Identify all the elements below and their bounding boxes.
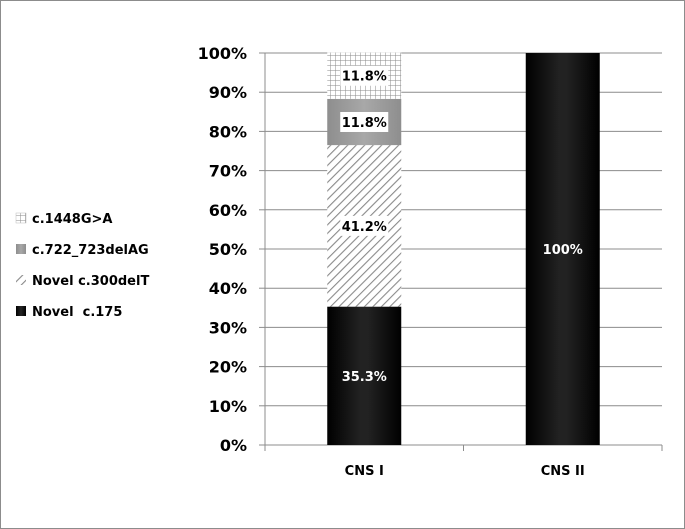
y-tick-label: 10% — [209, 397, 247, 416]
legend-swatch-c-1448g-a — [15, 212, 27, 224]
y-tick-label: 100% — [198, 44, 247, 63]
legend-label-novel-c-300delt: Novel c.300delT — [32, 274, 149, 289]
y-tick-label: 50% — [209, 240, 247, 259]
y-tick-label: 90% — [209, 83, 247, 102]
legend-swatch-c-722-723delag — [16, 244, 26, 254]
legend-swatch-novel-c-300delt — [16, 275, 26, 285]
x-category-label: CNS I — [345, 464, 384, 479]
y-tick-label: 60% — [209, 201, 247, 220]
data-label: 35.3% — [342, 370, 387, 385]
data-label: 41.2% — [342, 220, 387, 235]
data-label: 100% — [543, 243, 583, 258]
legend: c.1448G>A c.722_723delAG Novel c.300delT No… — [15, 212, 149, 320]
bar-novel-c-175-cns-i — [327, 306, 402, 445]
y-tick-label: 80% — [209, 122, 247, 141]
x-axis-categories: CNS I CNS II — [345, 464, 585, 479]
gridlines — [264, 52, 663, 451]
y-tick-label: 30% — [209, 318, 247, 337]
y-tick-label: 0% — [220, 436, 247, 455]
data-labels: 35.3% 41.2% 11.8% 11.8% 100% — [340, 65, 583, 385]
legend-label-c-1448g-a: c.1448G>A — [32, 212, 112, 227]
y-axis-ticks: 0% 10% 20% 30% 40% 50% 60% 70% 80% 90% 100% — [198, 44, 265, 455]
data-label-box — [340, 111, 389, 132]
legend-label-novel-c-175: Novel c.175 — [32, 305, 122, 320]
data-label: 11.8% — [342, 70, 387, 85]
legend-swatch-novel-c-175 — [16, 306, 26, 316]
y-tick-label: 40% — [209, 279, 247, 298]
data-label-box — [340, 65, 389, 86]
data-label-box — [340, 215, 389, 236]
data-label: 11.8% — [342, 116, 387, 131]
legend-label-c-722-723delag: c.722_723delAG — [32, 243, 149, 258]
x-category-label: CNS II — [541, 464, 585, 479]
y-tick-label: 70% — [209, 162, 247, 181]
y-tick-label: 20% — [209, 358, 247, 377]
bar-novel-c-175-cns-ii — [525, 53, 600, 445]
